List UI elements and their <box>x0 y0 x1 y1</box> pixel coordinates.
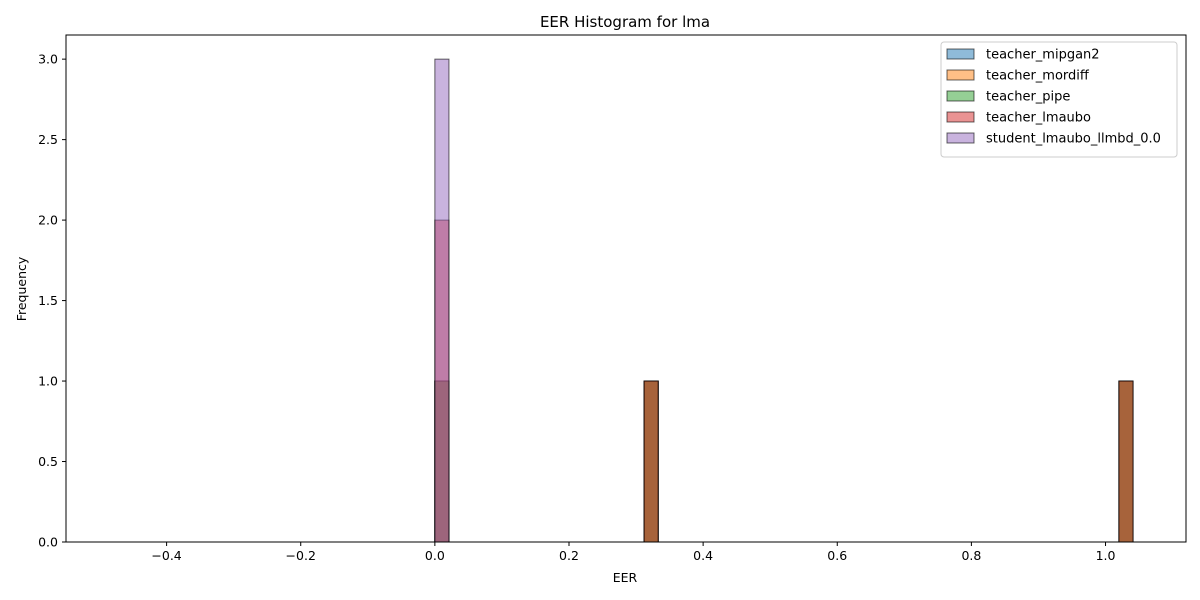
x-axis: −0.4 −0.2 0.0 0.2 0.4 0.6 0.8 1.0 <box>151 542 1116 563</box>
y-tick-label: 2.0 <box>38 213 58 228</box>
histogram-bar <box>1118 380 1134 543</box>
histogram-bar <box>434 58 450 543</box>
plot-frame <box>65 34 1187 543</box>
legend-label: teacher_mipgan2 <box>986 48 1100 63</box>
legend-label: student_lmaubo_llmbd_0.0 <box>986 132 1161 147</box>
y-tick-label: 0.0 <box>38 535 58 550</box>
legend-swatch <box>946 90 975 102</box>
x-axis-label: EER <box>613 570 638 585</box>
legend-label: teacher_pipe <box>986 90 1070 105</box>
legend-swatch <box>946 132 975 144</box>
y-tick-label: 3.0 <box>38 52 58 67</box>
y-tick-label: 1.0 <box>38 374 58 389</box>
legend-frame <box>940 41 1178 158</box>
x-tick-label: 0.0 <box>425 548 445 563</box>
x-tick-label: 0.8 <box>961 548 981 563</box>
legend-label: teacher_mordiff <box>986 69 1090 84</box>
y-tick-label: 2.5 <box>38 132 58 147</box>
legend-label: teacher_lmaubo <box>986 111 1091 126</box>
x-tick-label: −0.4 <box>151 548 181 563</box>
y-tick-label: 1.5 <box>38 293 58 308</box>
legend-swatch <box>946 48 975 60</box>
y-axis: 0.0 0.5 1.0 1.5 2.0 2.5 3.0 <box>38 52 66 550</box>
x-tick-label: 0.2 <box>559 548 579 563</box>
y-axis-label: Frequency <box>14 256 29 321</box>
x-tick-label: −0.2 <box>286 548 316 563</box>
histogram-bar <box>643 380 659 543</box>
chart-title: EER Histogram for lma <box>540 13 710 31</box>
x-tick-label: 0.6 <box>827 548 847 563</box>
legend: teacher_mipgan2 teacher_mordiff teacher_pi… <box>940 41 1178 158</box>
legend-swatch <box>946 111 975 123</box>
y-tick-label: 0.5 <box>38 454 58 469</box>
bars-group <box>434 58 1134 543</box>
x-tick-label: 1.0 <box>1096 548 1116 563</box>
x-tick-label: 0.4 <box>693 548 713 563</box>
legend-swatch <box>946 69 975 81</box>
